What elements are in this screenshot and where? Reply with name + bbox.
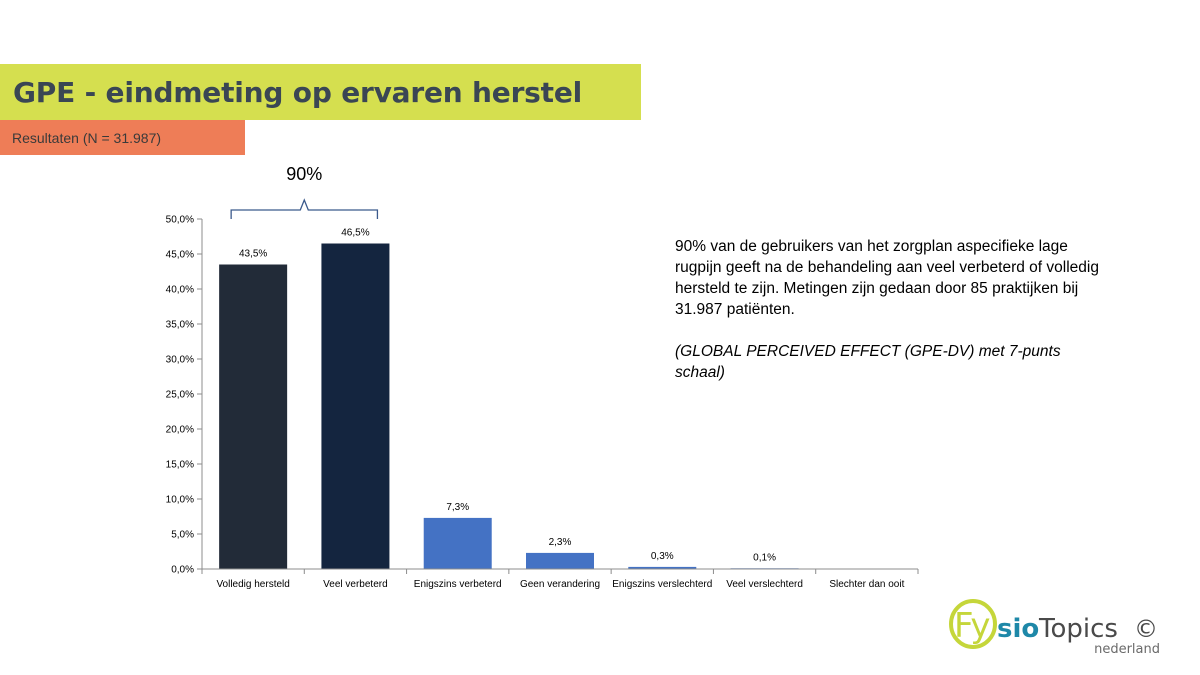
data-label: 0,3% bbox=[651, 551, 674, 562]
scale-note: (GLOBAL PERCEIVED EFFECT (GPE-DV) met 7-… bbox=[675, 343, 1061, 381]
bar bbox=[526, 552, 594, 569]
bar bbox=[321, 243, 390, 569]
fysiotopics-logo: Fy sio Topics © nederland bbox=[949, 599, 1160, 657]
x-tick-label: Enigszins verslechterd bbox=[612, 579, 712, 590]
logo-copyright: © bbox=[1134, 615, 1158, 643]
y-axis: 0,0% 5,0% 10,0% 15,0% 20,0% 25,0% 30,0% 35,0% 40… bbox=[166, 215, 203, 576]
bar bbox=[423, 517, 492, 569]
page-title: GPE - eindmeting op ervaren herstel bbox=[13, 75, 583, 109]
logo-fy: Fy bbox=[954, 606, 991, 646]
x-tick-label: Veel verslechterd bbox=[726, 579, 803, 590]
subtitle-band: Resultaten (N = 31.987) bbox=[0, 120, 245, 155]
description-text: 90% van de gebruikers van het zorgplan a… bbox=[675, 238, 1099, 318]
logo-tagline: nederland bbox=[1094, 642, 1160, 657]
data-label: 43,5% bbox=[239, 249, 267, 260]
y-tick-label: 45,0% bbox=[166, 250, 194, 261]
y-tick-label: 15,0% bbox=[166, 460, 194, 471]
x-tick-label: Volledig hersteld bbox=[216, 579, 289, 590]
data-label: 0,1% bbox=[753, 552, 776, 563]
description: 90% van de gebruikers van het zorgplan a… bbox=[675, 236, 1105, 383]
x-tick-label: Slechter dan ooit bbox=[829, 579, 904, 590]
y-tick-label: 30,0% bbox=[166, 355, 194, 366]
data-label: 2,3% bbox=[549, 537, 572, 548]
y-tick-label: 10,0% bbox=[166, 495, 194, 506]
bar bbox=[219, 264, 288, 569]
y-tick-label: 25,0% bbox=[166, 390, 194, 401]
y-tick-label: 50,0% bbox=[166, 215, 194, 226]
y-tick-label: 35,0% bbox=[166, 320, 194, 331]
x-tick-label: Geen verandering bbox=[520, 579, 600, 590]
y-tick-label: 5,0% bbox=[171, 530, 194, 541]
bracket-shape bbox=[230, 198, 379, 219]
y-tick-label: 40,0% bbox=[166, 285, 194, 296]
page-subtitle: Resultaten (N = 31.987) bbox=[12, 129, 162, 146]
logo-ring bbox=[949, 599, 997, 649]
title-band: GPE - eindmeting op ervaren herstel bbox=[0, 64, 641, 120]
data-label: 7,3% bbox=[446, 502, 469, 513]
y-tick-label: 20,0% bbox=[166, 425, 194, 436]
x-tick-label: Enigszins verbeterd bbox=[414, 579, 502, 590]
bar bbox=[628, 566, 697, 569]
y-tick-label: 0,0% bbox=[171, 565, 194, 576]
logo-sio: sio bbox=[997, 614, 1039, 644]
bracket-label: 90% bbox=[286, 164, 322, 184]
bars: 43,5% 46,5% 7,3% 2,3% 0,3% 0,1% bbox=[219, 228, 799, 569]
x-tick-label: Veel verbeterd bbox=[323, 579, 388, 590]
bracket-annotation: 90% bbox=[230, 164, 379, 219]
data-label: 46,5% bbox=[341, 228, 369, 239]
logo-topics: Topics bbox=[1038, 614, 1118, 644]
x-axis: Volledig hersteld Veel verbeterd Enigszins… bbox=[201, 568, 919, 590]
